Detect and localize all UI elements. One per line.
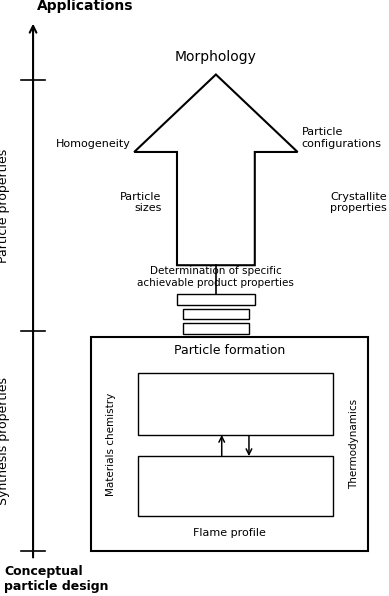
Text: Synthesis properties: Synthesis properties bbox=[0, 377, 11, 505]
Bar bbox=[183, 309, 249, 319]
Text: Synthesis
conditions: Synthesis conditions bbox=[207, 393, 264, 415]
Text: Precursor
formulations: Precursor formulations bbox=[200, 475, 270, 496]
Text: Determination of specific
achievable product properties: Determination of specific achievable pro… bbox=[137, 266, 294, 288]
Bar bbox=[138, 456, 333, 516]
Text: Particle
sizes: Particle sizes bbox=[120, 192, 161, 213]
Text: Thermodynamics: Thermodynamics bbox=[349, 399, 359, 489]
Text: Crystallite
properties: Crystallite properties bbox=[330, 192, 387, 213]
Text: Particle properties: Particle properties bbox=[0, 148, 11, 263]
Text: Conceptual
particle design: Conceptual particle design bbox=[4, 565, 109, 593]
Text: Flame profile: Flame profile bbox=[193, 528, 266, 538]
Text: Applications: Applications bbox=[37, 0, 133, 13]
Text: Particle formation: Particle formation bbox=[174, 344, 285, 357]
Bar bbox=[138, 372, 333, 435]
Text: Homogeneity: Homogeneity bbox=[56, 139, 130, 149]
Text: Particle
configurations: Particle configurations bbox=[301, 128, 382, 149]
Text: Materials chemistry: Materials chemistry bbox=[106, 392, 116, 496]
Text: Morphology: Morphology bbox=[175, 50, 257, 64]
Bar bbox=[177, 294, 255, 305]
Bar bbox=[183, 323, 249, 334]
Bar bbox=[91, 337, 368, 551]
